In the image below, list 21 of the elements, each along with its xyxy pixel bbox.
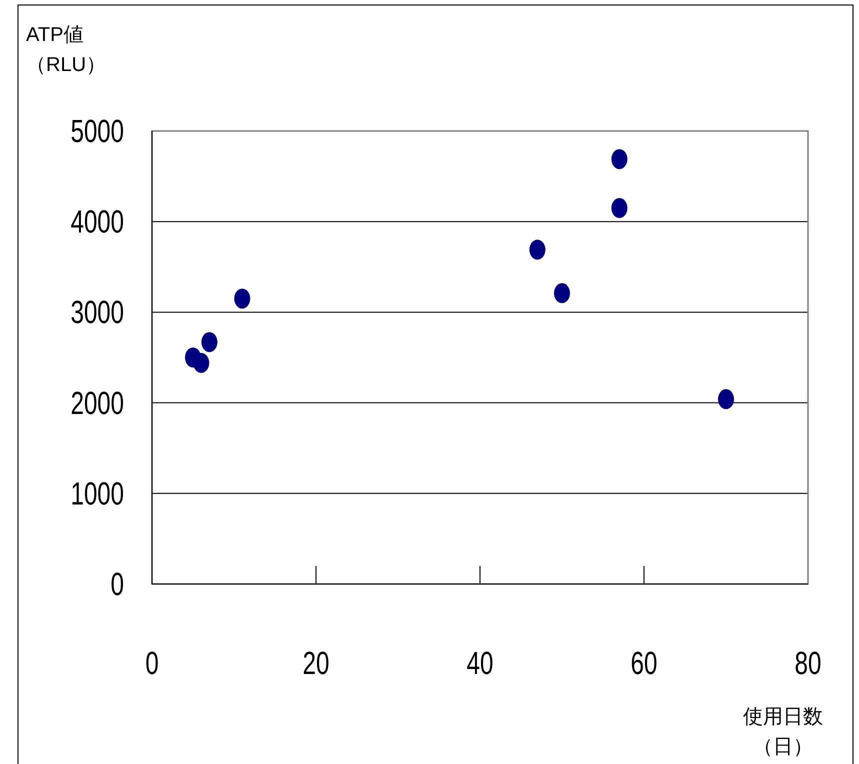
- y-tick-label: 2000: [70, 384, 124, 421]
- x-tick-label: 60: [630, 644, 658, 681]
- y-tick-label: 0: [110, 566, 124, 602]
- x-tick-label: 80: [794, 644, 822, 681]
- point: [234, 288, 250, 309]
- x-tick-label: 0: [145, 644, 159, 681]
- point: [529, 240, 546, 260]
- point: [611, 149, 628, 170]
- y-tick-label: 4000: [70, 203, 124, 240]
- x-axis-title: 使用日数（日）: [742, 705, 824, 760]
- point: [611, 198, 628, 218]
- y-axis-title: ATP値（RLU）: [26, 23, 106, 78]
- point: [201, 332, 218, 352]
- point: [554, 283, 570, 304]
- x-tick-label: 40: [466, 644, 494, 681]
- y-tick-label: 1000: [70, 474, 124, 512]
- point: [193, 352, 210, 373]
- y-tick-label: 3000: [70, 294, 124, 330]
- x-tick-label: 20: [302, 644, 330, 681]
- point: [718, 389, 734, 410]
- y-tick-label: 5000: [70, 112, 124, 149]
